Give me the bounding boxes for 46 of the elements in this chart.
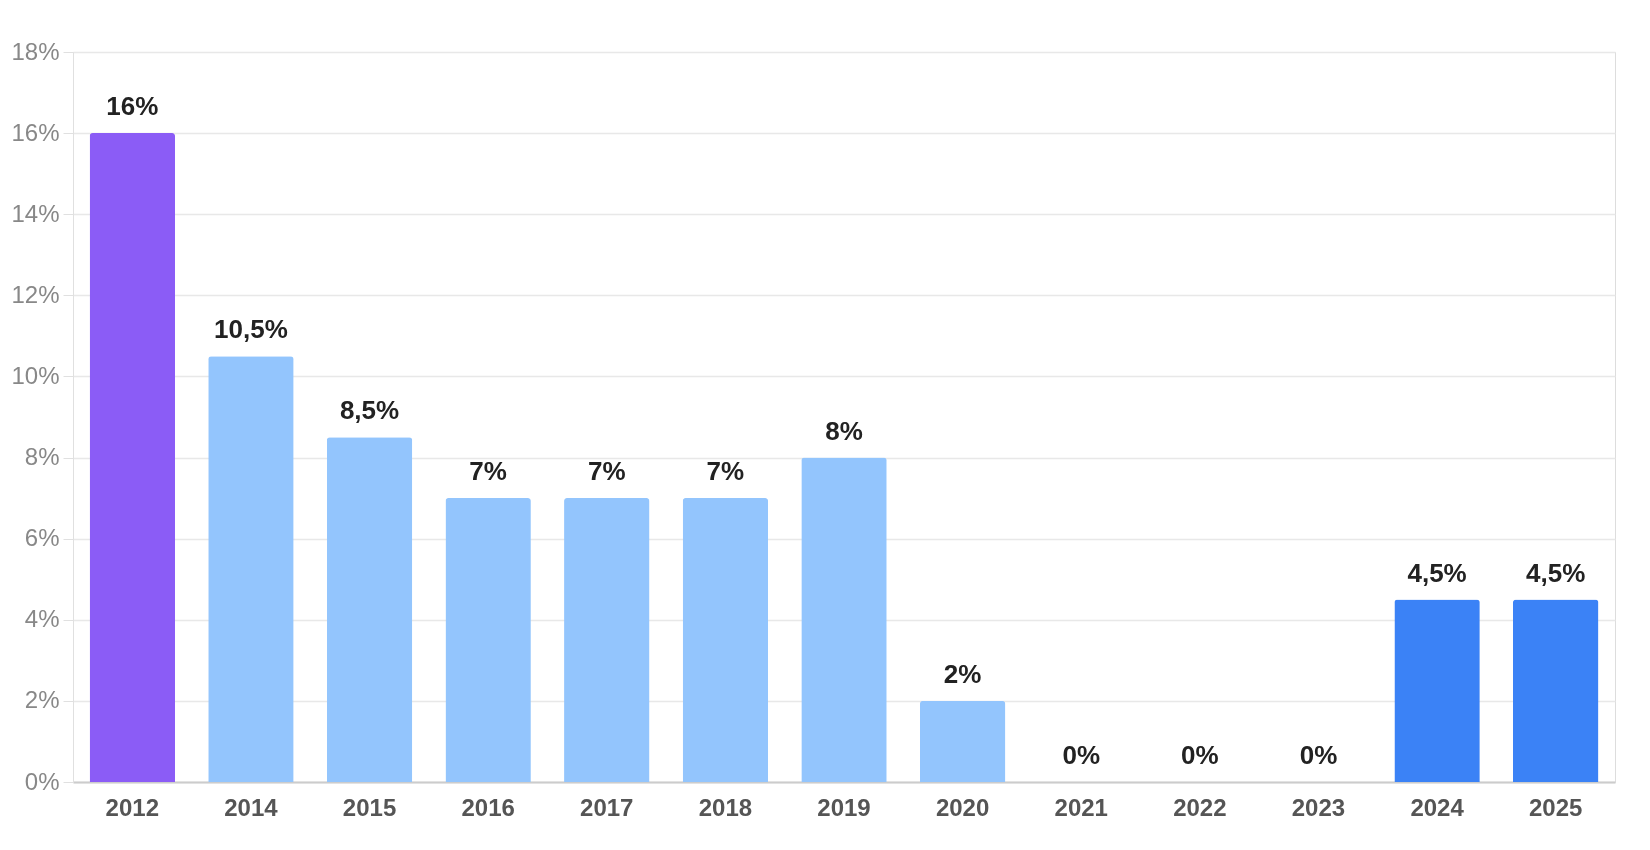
bar xyxy=(208,356,294,782)
data-label: 7% xyxy=(469,456,507,487)
bar xyxy=(564,498,650,782)
x-tick-label: 2018 xyxy=(698,793,753,821)
y-tick-label: 6% xyxy=(24,524,60,552)
x-tick-label: 2014 xyxy=(224,793,279,821)
x-tick-label: 2019 xyxy=(817,793,871,821)
data-label: 10,5% xyxy=(214,314,288,345)
data-label: 7% xyxy=(587,456,626,487)
bar xyxy=(919,700,1006,782)
bar xyxy=(1512,599,1599,782)
x-tick-label: 2024 xyxy=(1410,793,1465,821)
x-tick-label: 2020 xyxy=(935,793,990,821)
data-label: 0% xyxy=(1299,740,1338,770)
y-tick-label: 12% xyxy=(11,280,60,308)
y-tick-label: 8% xyxy=(24,443,60,471)
data-label: 16% xyxy=(106,91,159,122)
y-tick-label: 10% xyxy=(11,361,60,389)
data-label: 2% xyxy=(943,658,982,689)
y-tick-label: 16% xyxy=(11,118,60,146)
data-label: 4,5% xyxy=(1407,557,1467,588)
x-tick-label: 2022 xyxy=(1173,793,1227,821)
data-label: 4,5% xyxy=(1526,557,1586,588)
data-label: 8% xyxy=(825,415,863,446)
x-tick-label: 2023 xyxy=(1291,793,1346,821)
x-tick-label: 2012 xyxy=(105,793,159,821)
y-tick-label: 2% xyxy=(24,686,60,714)
bar xyxy=(1394,599,1480,782)
x-tick-label: 2017 xyxy=(580,793,634,821)
bar xyxy=(326,437,413,782)
y-tick-label: 14% xyxy=(11,199,60,227)
x-tick-label: 2021 xyxy=(1054,793,1108,821)
y-tick-label: 4% xyxy=(24,605,60,633)
x-tick-label: 2015 xyxy=(342,793,397,821)
bar xyxy=(445,498,531,782)
data-label: 7% xyxy=(706,456,745,487)
x-tick-label: 2016 xyxy=(461,793,515,821)
bar xyxy=(89,133,176,782)
y-tick-label: 18% xyxy=(11,37,60,65)
data-label: 0% xyxy=(1181,740,1219,770)
data-label: 0% xyxy=(1062,740,1101,770)
x-tick-label: 2025 xyxy=(1529,793,1583,821)
bar xyxy=(682,498,769,782)
bar xyxy=(801,457,887,782)
data-label: 8,5% xyxy=(339,395,400,426)
y-tick-label: 0% xyxy=(24,767,60,795)
